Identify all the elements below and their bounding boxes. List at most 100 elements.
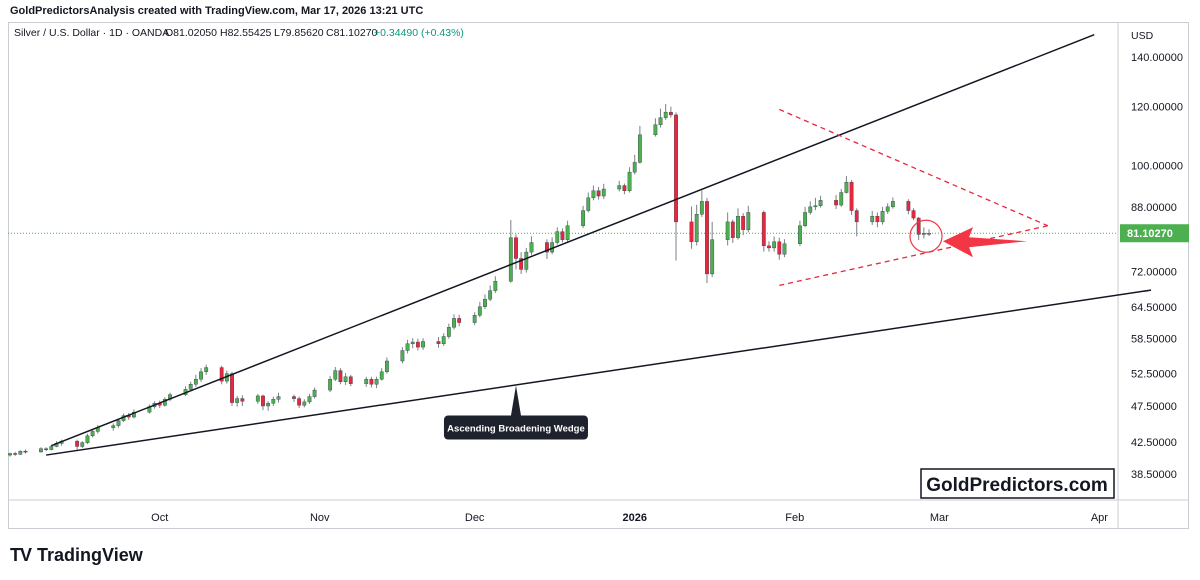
candle-up[interactable] bbox=[235, 398, 240, 403]
candle-up[interactable] bbox=[328, 379, 333, 391]
candle-down[interactable] bbox=[767, 245, 771, 249]
candle-down[interactable] bbox=[622, 185, 627, 191]
candle-up[interactable] bbox=[617, 185, 622, 190]
candle-up[interactable] bbox=[49, 446, 54, 450]
candle-up[interactable] bbox=[483, 299, 487, 307]
candle-up[interactable] bbox=[472, 315, 477, 323]
candle-up[interactable] bbox=[80, 442, 85, 447]
candle-up[interactable] bbox=[586, 197, 591, 211]
candle-up[interactable] bbox=[710, 239, 715, 275]
lower-wedge-line[interactable] bbox=[46, 289, 1152, 456]
candle-up[interactable] bbox=[116, 420, 121, 426]
candle-down[interactable] bbox=[875, 215, 880, 223]
candle-down[interactable] bbox=[514, 237, 518, 259]
candle-down[interactable] bbox=[415, 341, 420, 348]
candle-up[interactable] bbox=[885, 206, 890, 212]
candle-up[interactable] bbox=[446, 327, 451, 337]
candle-up[interactable] bbox=[204, 367, 209, 373]
candle-down[interactable] bbox=[911, 210, 916, 219]
candle-up[interactable] bbox=[818, 200, 823, 206]
candle-down[interactable] bbox=[261, 395, 265, 407]
candle-down[interactable] bbox=[44, 448, 49, 450]
candle-down[interactable] bbox=[23, 450, 28, 453]
candle-up[interactable] bbox=[343, 376, 348, 382]
candle-down[interactable] bbox=[854, 210, 859, 223]
candle-up[interactable] bbox=[663, 111, 668, 118]
candle-down[interactable] bbox=[219, 367, 224, 382]
candle-down[interactable] bbox=[689, 221, 694, 242]
candle-up[interactable] bbox=[555, 231, 560, 243]
candle-down[interactable] bbox=[741, 215, 746, 230]
candle-up[interactable] bbox=[255, 395, 260, 402]
candle-up[interactable] bbox=[803, 212, 808, 226]
candle-up[interactable] bbox=[725, 221, 730, 240]
candle-down[interactable] bbox=[457, 318, 462, 323]
candle-up[interactable] bbox=[18, 450, 23, 455]
candle-up[interactable] bbox=[90, 431, 95, 437]
candle-up[interactable] bbox=[694, 214, 699, 242]
candle-up[interactable] bbox=[632, 162, 637, 173]
candle-up[interactable] bbox=[266, 403, 271, 407]
candle-down[interactable] bbox=[297, 398, 302, 406]
candle-up[interactable] bbox=[508, 237, 513, 282]
candle-up[interactable] bbox=[276, 396, 281, 400]
silver-usd-chart[interactable]: Silver / U.S. Dollar · 1D · OANDAO81.020… bbox=[8, 22, 1189, 529]
candle-down[interactable] bbox=[292, 396, 296, 399]
candle-down[interactable] bbox=[436, 341, 441, 344]
candle-down[interactable] bbox=[240, 398, 245, 402]
candle-up[interactable] bbox=[772, 241, 777, 249]
candle-down[interactable] bbox=[674, 114, 678, 223]
candle-up[interactable] bbox=[927, 233, 931, 235]
candle-up[interactable] bbox=[601, 188, 606, 197]
candle-down[interactable] bbox=[849, 181, 854, 211]
candle-up[interactable] bbox=[199, 371, 203, 380]
tradingview-brand[interactable]: TV TradingView bbox=[10, 545, 143, 566]
candle-up[interactable] bbox=[524, 251, 529, 270]
candle-up[interactable] bbox=[188, 384, 193, 390]
candle-down[interactable] bbox=[777, 241, 782, 255]
candle-down[interactable] bbox=[906, 201, 911, 211]
triangle-upper-line[interactable] bbox=[779, 108, 1049, 227]
candle-up[interactable] bbox=[653, 124, 658, 136]
candle-up[interactable] bbox=[477, 306, 482, 316]
candle-up[interactable] bbox=[193, 379, 198, 385]
candle-up[interactable] bbox=[364, 379, 369, 384]
candle-up[interactable] bbox=[452, 318, 456, 328]
candle-up[interactable] bbox=[870, 215, 875, 223]
candle-up[interactable] bbox=[374, 379, 379, 385]
candle-up[interactable] bbox=[410, 341, 415, 344]
candle-down[interactable] bbox=[705, 201, 709, 275]
candle-down[interactable] bbox=[834, 200, 838, 206]
annotation-callout[interactable] bbox=[443, 415, 588, 440]
candle-up[interactable] bbox=[488, 290, 493, 300]
candle-down[interactable] bbox=[369, 379, 374, 385]
candle-up[interactable] bbox=[529, 242, 534, 253]
candle-up[interactable] bbox=[921, 233, 926, 235]
candle-up[interactable] bbox=[85, 435, 90, 443]
candle-up[interactable] bbox=[798, 225, 802, 244]
upper-wedge-line[interactable] bbox=[51, 33, 1095, 447]
candle-up[interactable] bbox=[839, 192, 844, 206]
candle-down[interactable] bbox=[348, 376, 353, 384]
candle-up[interactable] bbox=[39, 448, 43, 453]
candle-down[interactable] bbox=[916, 217, 921, 235]
candle-up[interactable] bbox=[384, 360, 389, 373]
candle-up[interactable] bbox=[581, 210, 585, 226]
candle-down[interactable] bbox=[668, 111, 673, 116]
candle-up[interactable] bbox=[627, 171, 632, 191]
candle-up[interactable] bbox=[400, 350, 405, 362]
candle-up[interactable] bbox=[307, 396, 312, 403]
candle-up[interactable] bbox=[565, 225, 570, 240]
candle-up[interactable] bbox=[271, 399, 276, 404]
candle-down[interactable] bbox=[75, 440, 80, 447]
candle-up[interactable] bbox=[333, 370, 338, 380]
candle-up[interactable] bbox=[379, 371, 384, 380]
candle-down[interactable] bbox=[596, 190, 601, 197]
candle-down[interactable] bbox=[338, 370, 343, 382]
candle-up[interactable] bbox=[880, 211, 885, 223]
candle-up[interactable] bbox=[813, 205, 818, 208]
candle-up[interactable] bbox=[699, 201, 704, 215]
candle-up[interactable] bbox=[808, 206, 813, 213]
candle-up[interactable] bbox=[111, 425, 116, 428]
candle-down[interactable] bbox=[730, 221, 735, 238]
